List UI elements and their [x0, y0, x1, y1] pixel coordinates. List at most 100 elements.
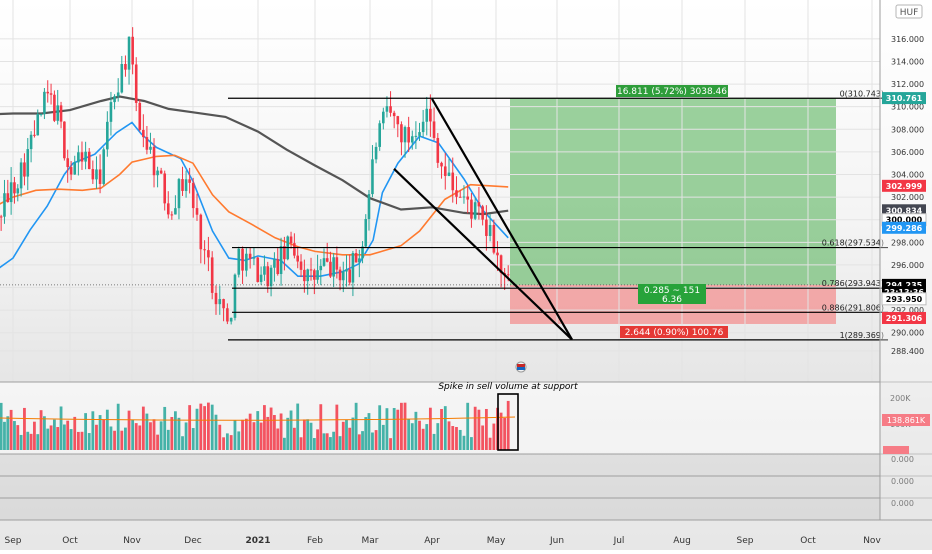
volume-bar: [488, 437, 492, 450]
candle: [322, 248, 326, 267]
volume-bar: [266, 416, 270, 450]
candle: [3, 179, 6, 224]
candle: [53, 90, 56, 123]
candle-body: [29, 134, 33, 150]
volume-bar: [13, 421, 16, 450]
candle: [432, 107, 436, 141]
candle: [159, 167, 163, 174]
candle-body: [138, 102, 142, 130]
candle-body: [113, 96, 116, 103]
volume-bar: [279, 413, 283, 450]
candle: [210, 251, 214, 300]
volume-bar: [316, 429, 319, 450]
sub-panel-value-1: 0.000: [891, 477, 914, 486]
candle: [256, 256, 260, 283]
candle-body: [210, 257, 214, 293]
volume-bar: [0, 402, 3, 450]
volume-bar: [492, 423, 496, 450]
candle: [440, 161, 443, 179]
volume-bar: [156, 434, 159, 450]
candle-body: [367, 194, 371, 220]
candle-body: [306, 269, 309, 282]
ratio-label: 0.285 ~ 151 6.36: [638, 284, 706, 305]
candle: [39, 113, 43, 117]
time-axis[interactable]: Sep Oct Nov Dec 2021 Feb Mar Apr May Jun Jul Aug Sep…: [0, 519, 932, 550]
candle: [113, 94, 116, 110]
target-label: 16.811 (5.72%) 3038.46: [616, 85, 728, 97]
candle: [470, 192, 473, 228]
candle-body: [392, 112, 396, 117]
volume-bar: [241, 419, 244, 450]
candle-body: [332, 257, 335, 277]
candle: [296, 246, 300, 269]
candle-body: [59, 105, 63, 122]
candle-body: [313, 270, 316, 280]
fib-label-2: 0.786(293.943): [822, 279, 884, 288]
candle-body: [233, 274, 237, 318]
candle: [170, 211, 174, 220]
candle-body: [351, 253, 355, 283]
flag-icon[interactable]: [515, 361, 527, 373]
price-tick-9: 306.000: [891, 148, 924, 157]
volume-bar: [69, 429, 73, 450]
price-badge-text-2: 300.834: [886, 206, 923, 215]
candle-body: [382, 111, 385, 124]
drawings[interactable]: 0(310.743) 0.618(297.534) 0.786(293.943) 0.…: [0, 89, 888, 341]
candle: [345, 254, 348, 287]
candle-body: [207, 250, 210, 258]
volume-bar: [9, 409, 13, 450]
candle-body: [91, 169, 95, 180]
candle-body: [245, 253, 248, 271]
price-badge-text-4: 299.286: [886, 224, 923, 233]
candle: [226, 303, 229, 325]
volume-bar: [102, 419, 106, 450]
candle: [259, 266, 263, 285]
candle: [252, 246, 256, 266]
price-axis[interactable]: 288.400290.000292.000294.000296.000298.0…: [879, 0, 932, 520]
price-tick-13: 314.000: [891, 57, 924, 66]
candle-body: [378, 123, 381, 147]
volume-bar: [292, 427, 296, 450]
candle: [335, 246, 339, 279]
candle-body: [84, 151, 87, 162]
volume-bar: [306, 419, 310, 450]
candle: [102, 147, 106, 186]
candle: [477, 187, 481, 220]
candle-body: [23, 162, 26, 177]
symbol-badge[interactable]: HUF: [895, 4, 923, 19]
volume-bar: [477, 409, 481, 450]
price-badge-0: [882, 92, 926, 105]
candle-body: [98, 169, 102, 184]
time-label-12: Sep: [737, 536, 754, 546]
time-label-5: Feb: [307, 536, 323, 546]
candle: [389, 91, 392, 117]
candle: [410, 130, 414, 150]
sub-panel-value-0: 0.000: [891, 455, 914, 464]
candle-body: [506, 274, 510, 276]
candle-body: [303, 269, 306, 282]
candle-body: [69, 167, 73, 175]
volume-bar: [506, 400, 510, 450]
volume-bar: [378, 405, 382, 450]
volume-bar: [286, 417, 290, 450]
price-badge-text-3: 300.000: [886, 216, 923, 225]
candle: [6, 179, 10, 203]
volume-bar: [3, 421, 6, 450]
volume-bar: [206, 402, 210, 450]
volume-bar: [124, 427, 127, 450]
volume-bar: [218, 424, 222, 450]
candle-body: [407, 127, 410, 143]
candle-body: [73, 162, 77, 175]
candle-body: [26, 149, 30, 177]
candle-body: [191, 182, 195, 209]
ma-line-2: [0, 95, 509, 216]
candle-body: [466, 196, 469, 200]
volume-pane: 100K200K138.861K: [0, 382, 930, 454]
candle: [56, 89, 60, 125]
price-badge-text-8: 291.306: [886, 314, 923, 323]
volume-bar: [273, 415, 276, 450]
volume-bar: [23, 407, 26, 450]
volume-bar: [269, 407, 273, 450]
candle: [116, 78, 120, 102]
